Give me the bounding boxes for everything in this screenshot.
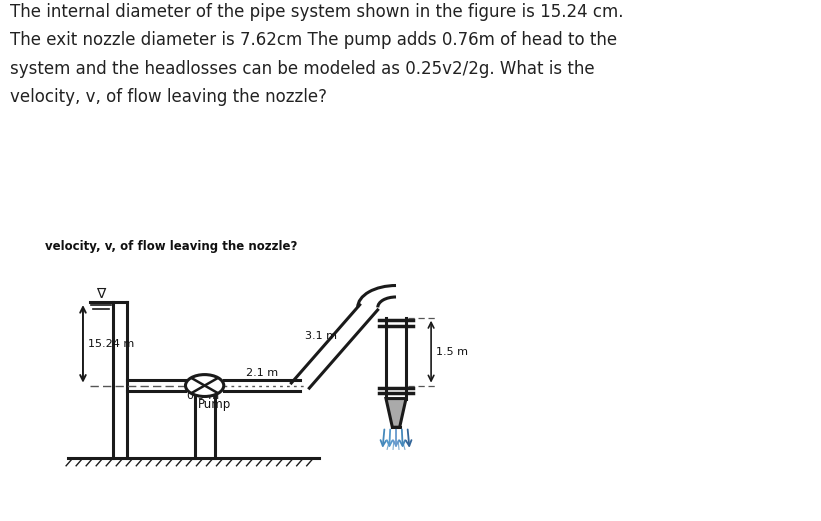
Text: 15.24 m: 15.24 m xyxy=(89,339,135,349)
Text: 3.1 m: 3.1 m xyxy=(305,331,337,341)
Text: 1.5 m: 1.5 m xyxy=(436,346,468,357)
Text: Pump: Pump xyxy=(198,398,231,411)
Text: 0.9 m: 0.9 m xyxy=(187,391,219,401)
Text: velocity, v, of flow leaving the nozzle?: velocity, v, of flow leaving the nozzle? xyxy=(45,240,297,253)
Text: $\nabla$: $\nabla$ xyxy=(95,286,107,301)
Text: The internal diameter of the pipe system shown in the figure is 15.24 cm.
The ex: The internal diameter of the pipe system… xyxy=(10,3,623,106)
Polygon shape xyxy=(386,399,406,427)
Text: 2.1 m: 2.1 m xyxy=(246,368,278,378)
Circle shape xyxy=(186,375,224,396)
